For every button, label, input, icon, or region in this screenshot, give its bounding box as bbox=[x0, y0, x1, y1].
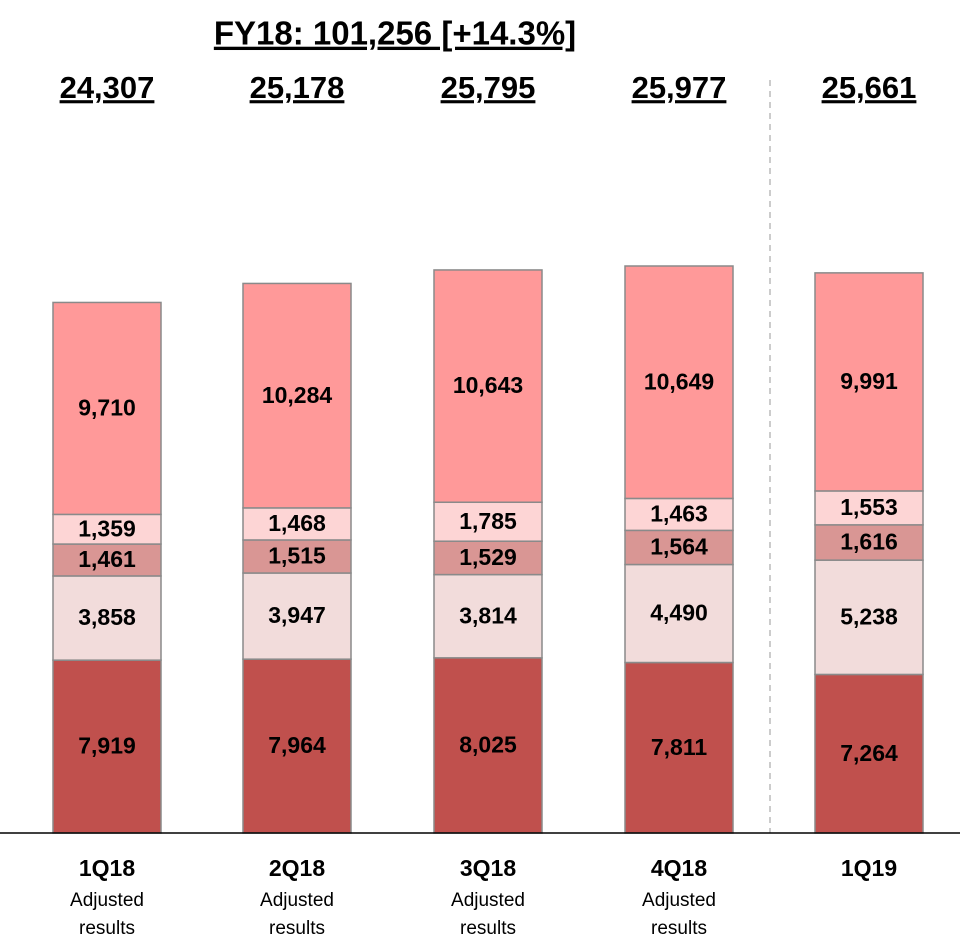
data-label: 10,284 bbox=[262, 382, 333, 408]
bar-segment bbox=[433, 657, 543, 834]
bar-segment bbox=[52, 513, 162, 545]
bar-segment bbox=[624, 497, 734, 532]
bar-segment bbox=[242, 539, 352, 574]
data-label: 1,359 bbox=[78, 515, 136, 541]
data-label: 3,858 bbox=[78, 604, 136, 630]
x-sublabel: Adjusted results bbox=[642, 890, 716, 939]
data-label: 10,643 bbox=[453, 372, 523, 398]
bar-segment bbox=[242, 572, 352, 660]
bar-segment bbox=[242, 282, 352, 509]
data-label: 7,264 bbox=[840, 740, 898, 766]
data-label: 1,515 bbox=[268, 543, 326, 569]
data-label: 1,463 bbox=[650, 500, 708, 526]
data-label: 1,461 bbox=[78, 546, 136, 572]
bar-segment bbox=[433, 573, 543, 659]
bar-segment bbox=[814, 272, 924, 492]
total-label: 25,977 bbox=[632, 70, 727, 105]
data-label: 10,649 bbox=[644, 368, 714, 394]
x-sublabel: Adjusted results bbox=[260, 890, 334, 939]
bar-segment bbox=[624, 265, 734, 500]
bar-segment bbox=[242, 658, 352, 834]
data-label: 1,468 bbox=[268, 510, 326, 536]
x-tick-label: 1Q18 bbox=[79, 855, 135, 881]
total-label: 24,307 bbox=[60, 70, 155, 105]
x-tick-label: 2Q18 bbox=[269, 855, 325, 881]
data-label: 4,490 bbox=[650, 600, 708, 626]
total-label: 25,178 bbox=[250, 70, 345, 105]
data-label: 3,814 bbox=[459, 602, 517, 628]
bar-segment bbox=[814, 524, 924, 561]
x-tick-label: 4Q18 bbox=[651, 855, 707, 881]
data-label: 7,964 bbox=[268, 732, 326, 758]
bar-segment bbox=[433, 269, 543, 504]
chart-title: FY18: 101,256 [+14.3%] bbox=[214, 15, 576, 52]
data-label: 9,991 bbox=[840, 368, 898, 394]
bar-segment bbox=[433, 540, 543, 576]
bar-segment bbox=[52, 301, 162, 516]
data-label: 1,529 bbox=[459, 544, 517, 570]
bar-segment bbox=[624, 563, 734, 664]
data-label: 8,025 bbox=[459, 731, 517, 757]
data-label: 5,238 bbox=[840, 603, 898, 629]
x-tick-label: 1Q19 bbox=[841, 855, 897, 881]
data-label: 1,553 bbox=[840, 494, 898, 520]
bar-segment bbox=[242, 507, 352, 541]
bar-segment bbox=[814, 559, 924, 676]
data-label: 3,947 bbox=[268, 602, 326, 628]
data-label: 7,811 bbox=[651, 734, 707, 760]
total-label: 25,795 bbox=[441, 70, 536, 105]
data-label: 1,616 bbox=[840, 529, 898, 555]
x-sublabel: Adjusted results bbox=[70, 890, 144, 939]
bar-segment bbox=[624, 529, 734, 566]
x-sublabel: Adjusted results bbox=[451, 890, 525, 939]
data-label: 9,710 bbox=[78, 394, 136, 420]
data-label: 7,919 bbox=[78, 733, 136, 759]
data-label: 1,564 bbox=[650, 534, 708, 560]
data-label: 1,785 bbox=[459, 508, 517, 534]
x-tick-label: 3Q18 bbox=[460, 855, 516, 881]
total-label: 25,661 bbox=[822, 70, 917, 105]
bar-segment bbox=[52, 575, 162, 661]
